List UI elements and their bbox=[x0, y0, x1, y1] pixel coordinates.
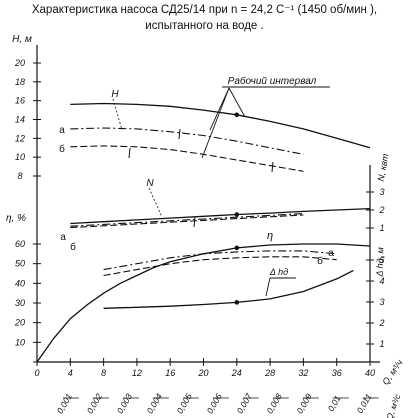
operating-point-N bbox=[234, 212, 240, 217]
x-axis-tick-label: 36 bbox=[332, 368, 342, 378]
x-axis-label: Q, м³/ч bbox=[380, 358, 405, 387]
x-axis-tick-label: 32 bbox=[298, 368, 308, 378]
working-interval-label: Рабочий интервал bbox=[228, 75, 317, 87]
working-interval-leader-1 bbox=[201, 87, 230, 159]
curve-H-1 bbox=[70, 127, 304, 155]
x-axis-tick-label: 28 bbox=[264, 368, 275, 378]
x-axis-tick-label: 20 bbox=[197, 368, 208, 378]
n-axis-tick-label: 1 bbox=[379, 223, 384, 233]
label-a-H: а bbox=[59, 125, 65, 136]
x-secondary-tick-label: 0,007 bbox=[235, 392, 254, 416]
dh-axis-tick-label: 4 bbox=[379, 276, 384, 286]
x-secondary-tick-label: 0,006 bbox=[205, 392, 224, 416]
chart-title-line1: Характеристика насоса СД25/14 при n = 24… bbox=[31, 4, 378, 16]
n-curve-label: N bbox=[146, 178, 154, 189]
x-axis-tick-label: 12 bbox=[132, 368, 142, 378]
curve-tick-mark-1 bbox=[128, 147, 131, 159]
x-secondary-tick-label: 0,003 bbox=[115, 392, 134, 416]
curve-N-3 bbox=[70, 207, 371, 225]
label-a-eta: а bbox=[328, 248, 334, 259]
dh-axis-tick-label: 3 bbox=[379, 297, 384, 307]
x-axis-tick-label: 16 bbox=[165, 368, 175, 378]
x-axis-tick-label: 4 bbox=[68, 368, 73, 378]
x-secondary-axis-label: Q, м³/с bbox=[384, 392, 403, 418]
x-secondary-tick-label: 0,009 bbox=[294, 392, 313, 416]
dh-axis-tick-label: 1 bbox=[379, 339, 384, 349]
curve-tick-mark-2 bbox=[271, 161, 274, 173]
working-interval-leader-3 bbox=[209, 87, 230, 131]
curve-tick-mark-0 bbox=[178, 128, 181, 140]
h-axis-tick-label: 16 bbox=[15, 96, 25, 106]
eta-axis-tick-label: 20 bbox=[14, 318, 25, 328]
x-axis-tick-label: 40 bbox=[365, 368, 375, 378]
x-axis-tick-label: 24 bbox=[231, 368, 242, 378]
n-axis-tick-label: 2 bbox=[378, 205, 384, 215]
eta-axis-tick-label: 30 bbox=[15, 298, 25, 308]
h-axis-tick-label: 14 bbox=[15, 115, 25, 125]
h-label-leader bbox=[112, 98, 123, 131]
h-axis-tick-label: 8 bbox=[17, 171, 22, 181]
curve-N-5 bbox=[70, 214, 304, 229]
dh-axis-tick-label: 5 bbox=[379, 255, 385, 265]
h-curve-label: H bbox=[111, 89, 119, 100]
x-secondary-tick-label: 0,01 bbox=[326, 394, 343, 414]
dh-label-leader bbox=[265, 277, 271, 297]
curve-eta-8 bbox=[103, 256, 337, 277]
curve-dh-9 bbox=[103, 269, 354, 309]
curve-H-2 bbox=[70, 145, 304, 172]
label-b-N: б bbox=[70, 241, 76, 253]
curve-eta-6 bbox=[36, 243, 371, 363]
x-secondary-tick-label: 0,005 bbox=[175, 392, 194, 416]
curve-tick-mark-3 bbox=[193, 216, 196, 228]
curve-H-0 bbox=[70, 102, 371, 149]
label-b-H: б bbox=[59, 143, 65, 155]
x-secondary-tick-label: 0,001 bbox=[55, 392, 74, 416]
x-axis-tick-label: 0 bbox=[34, 368, 39, 378]
x-secondary-tick-label: 0,011 bbox=[355, 392, 374, 415]
eta-axis-tick-label: 50 bbox=[15, 259, 25, 269]
label-a-N: а bbox=[60, 232, 66, 243]
operating-point-eta bbox=[234, 245, 240, 251]
operating-point-H bbox=[234, 112, 240, 118]
dh-curve-label: Δ hд bbox=[269, 267, 288, 277]
eta-axis-tick-label: 10 bbox=[15, 337, 25, 347]
h-axis-tick-label: 18 bbox=[15, 77, 25, 87]
x-axis-tick-label: 8 bbox=[101, 368, 106, 378]
dh-axis-tick-label: 2 bbox=[378, 318, 384, 328]
n-axis-tick-label: 3 bbox=[379, 187, 384, 197]
working-interval-leader-2 bbox=[228, 87, 246, 118]
operating-point-dh bbox=[234, 300, 240, 305]
h-axis-tick-label: 12 bbox=[15, 133, 25, 143]
h-axis-label: H, м bbox=[12, 34, 32, 45]
x-secondary-tick-label: 0,002 bbox=[85, 392, 104, 416]
eta-axis-tick-label: 40 bbox=[15, 278, 25, 288]
chart-title-line2: испытанного на воде . bbox=[145, 20, 264, 32]
label-b-eta: б bbox=[317, 255, 323, 267]
dh-axis-label: Δ hд, м bbox=[374, 247, 385, 278]
x-secondary-tick-label: 0,008 bbox=[265, 392, 284, 416]
eta-axis-tick-label: 60 bbox=[15, 239, 25, 249]
h-axis-tick-label: 10 bbox=[15, 152, 25, 162]
x-secondary-tick-label: 0,004 bbox=[145, 392, 164, 416]
eta-curve-label: η bbox=[267, 230, 273, 242]
n-label-leader bbox=[148, 187, 163, 218]
h-axis-tick-label: 20 bbox=[14, 58, 25, 68]
curve-eta-7 bbox=[103, 250, 337, 271]
curve-N-4 bbox=[70, 213, 304, 227]
n-axis-label: N, квт bbox=[376, 152, 391, 182]
eta-axis-label: η, % bbox=[6, 213, 26, 224]
